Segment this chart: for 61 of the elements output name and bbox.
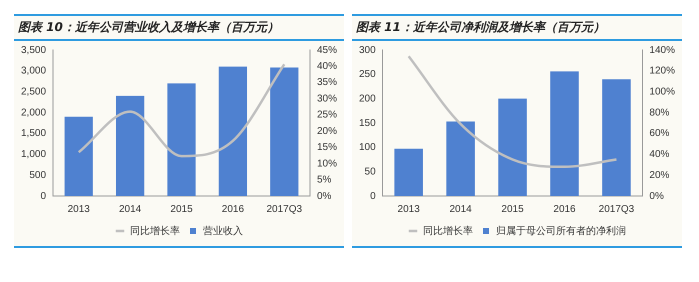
y2-tick-label: 120% [649, 66, 676, 77]
y-tick-label: 1,000 [20, 149, 46, 160]
y-tick-label: 2,000 [20, 107, 46, 118]
y2-tick-label: 0% [649, 190, 664, 202]
y2-tick-label: 25% [316, 110, 338, 121]
y-tick-label: 200 [358, 93, 376, 104]
chart-title: 图表 10：近年公司营业收入及增长率（百万元） [14, 14, 344, 41]
bar [498, 98, 527, 196]
bar [116, 96, 144, 196]
y2-tick-label: 40% [316, 60, 338, 72]
y2-tick-label: 45% [316, 44, 338, 56]
y-tick-label: 3,500 [20, 44, 46, 56]
y2-tick-label: 30% [316, 93, 338, 104]
legend-label: 同比增长率 [423, 224, 473, 237]
y-tick-label: 150 [358, 118, 376, 129]
legend-label: 同比增长率 [130, 224, 180, 237]
x-tick-label: 2015 [170, 204, 194, 215]
bar [64, 116, 93, 196]
y2-tick-label: 100% [649, 86, 676, 98]
y2-tick-label: 60% [649, 128, 670, 140]
bar [270, 68, 298, 196]
x-tick-label: 2016 [553, 204, 576, 215]
y-tick-label: 2,500 [20, 86, 46, 98]
bar [550, 71, 579, 196]
y2-tick-label: 40% [649, 149, 670, 160]
line-series [77, 63, 286, 158]
x-tick-label: 2015 [501, 204, 524, 215]
y-tick-label: 1,500 [20, 128, 46, 140]
bar [446, 122, 475, 196]
y2-tick-label: 10% [316, 158, 338, 170]
legend-label: 归属于母公司所有者的净利润 [496, 224, 626, 237]
x-tick-label: 2017Q3 [266, 204, 303, 215]
bar [394, 148, 423, 196]
x-tick-label: 2013 [68, 204, 90, 215]
y2-tick-label: 0% [316, 190, 332, 202]
y-tick-label: 50 [364, 166, 376, 178]
line-series [407, 55, 618, 168]
x-tick-label: 2016 [222, 204, 244, 215]
y-tick-label: 100 [358, 142, 376, 154]
y2-tick-label: 80% [649, 107, 670, 118]
y-tick-label: 3,000 [20, 66, 46, 77]
y-tick-label: 300 [358, 44, 376, 56]
chart-title: 图表 11：近年公司净利润及增长率（百万元） [352, 14, 682, 41]
y2-tick-label: 140% [649, 44, 676, 56]
y2-tick-label: 5% [316, 174, 332, 186]
legend-label: 营业收入 [203, 224, 243, 237]
y-tick-label: 0 [40, 190, 46, 202]
y2-tick-label: 15% [316, 142, 338, 154]
y-tick-label: 0 [370, 190, 376, 202]
x-tick-label: 2017Q3 [598, 204, 635, 215]
x-tick-label: 2013 [398, 204, 420, 215]
x-tick-label: 2014 [449, 204, 472, 215]
x-tick-label: 2014 [118, 204, 142, 215]
bar [218, 66, 248, 196]
y2-tick-label: 20% [649, 170, 670, 181]
y-tick-label: 500 [29, 170, 46, 181]
y2-tick-label: 35% [316, 77, 338, 88]
bar [167, 83, 196, 196]
y2-tick-label: 20% [316, 126, 338, 137]
bar [602, 79, 631, 196]
y-tick-label: 250 [358, 69, 376, 80]
